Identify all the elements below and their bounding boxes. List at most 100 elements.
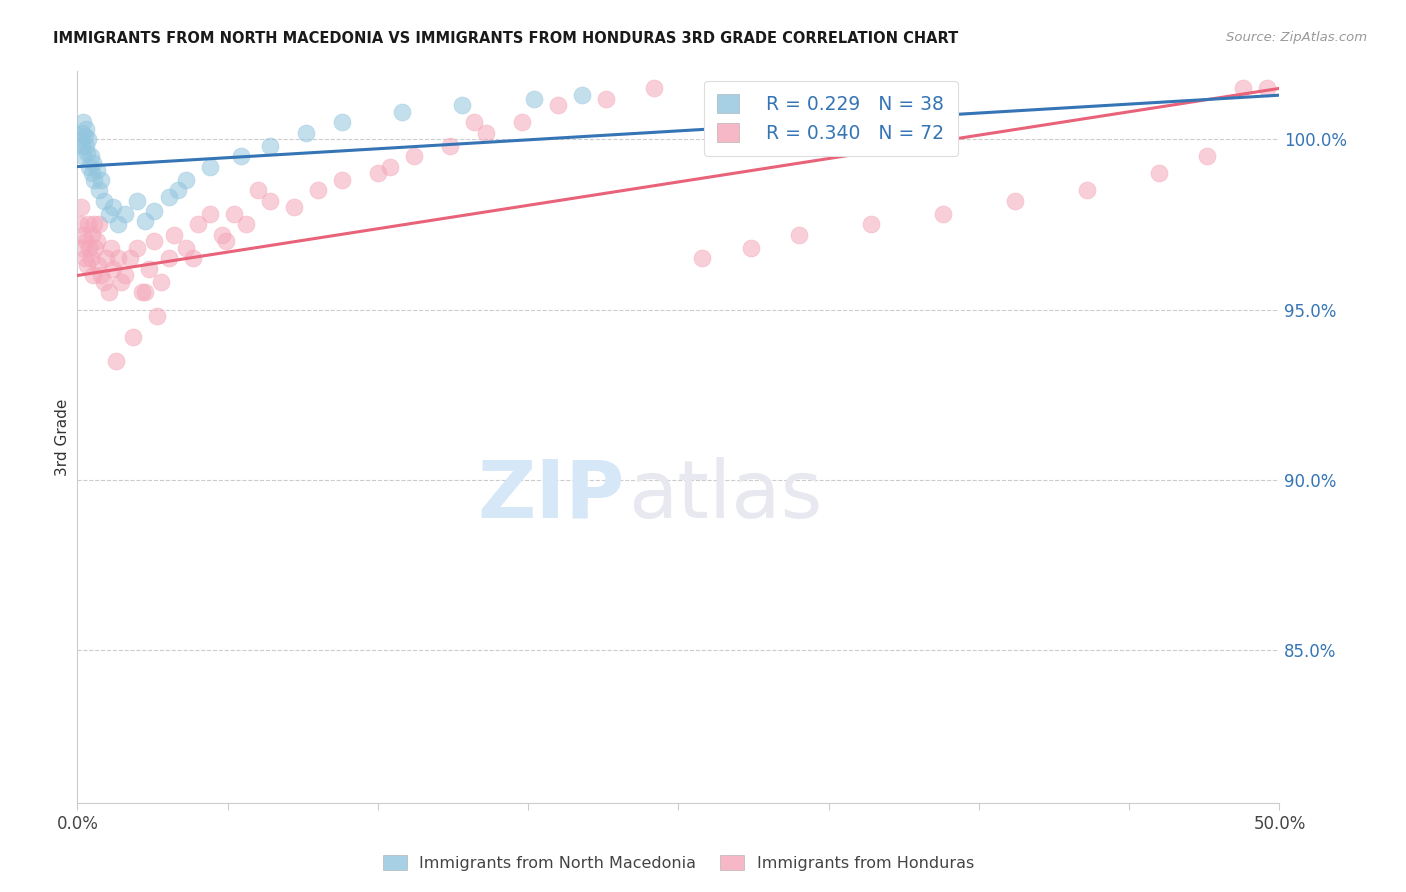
Point [110,275,132,289]
Point [131,285,153,300]
Point [198,207,221,221]
Point [378,160,401,174]
Point [643,81,665,95]
Point [145,310,167,324]
Point [70,139,93,153]
Point [93,275,115,289]
Point [143,203,166,218]
Text: ZIP: ZIP [477,457,624,534]
Point [1149,166,1171,180]
Point [103,261,125,276]
Point [76,146,98,161]
Point [114,207,136,221]
Point [229,149,252,163]
Point [294,126,316,140]
Point [211,227,233,242]
Point [121,329,143,343]
Point [100,241,122,255]
Point [307,183,329,197]
Point [72,115,94,129]
Point [475,126,498,140]
Point [330,115,353,129]
Point [1232,81,1254,95]
Point [571,88,593,103]
Point [167,183,190,197]
Point [595,92,617,106]
Point [246,183,269,197]
Point [932,207,955,221]
Point [259,139,281,153]
Point [787,227,810,242]
Point [75,139,97,153]
Point [82,268,104,283]
Point [75,235,97,249]
Point [72,227,94,242]
Text: Source: ZipAtlas.com: Source: ZipAtlas.com [1226,31,1367,45]
Point [97,285,120,300]
Point [79,252,101,266]
Point [143,235,166,249]
Point [83,173,105,187]
Y-axis label: 3rd Grade: 3rd Grade [55,399,70,475]
Point [86,163,108,178]
Point [79,149,101,163]
Point [80,227,103,242]
Point [174,241,197,255]
Point [83,218,105,232]
Point [1004,194,1026,208]
Point [96,252,118,266]
Point [73,252,96,266]
Point [93,194,115,208]
Point [510,115,533,129]
Point [391,105,413,120]
Point [104,353,127,368]
Point [76,258,98,272]
Point [134,285,156,300]
Point [107,252,129,266]
Point [235,218,257,232]
Point [150,275,173,289]
Point [215,235,238,249]
Point [84,241,107,255]
Point [439,139,461,153]
Point [222,207,245,221]
Point [77,218,100,232]
Point [82,156,104,170]
Point [1256,81,1278,95]
Point [181,252,204,266]
Point [157,252,180,266]
Legend: Immigrants from North Macedonia, Immigrants from Honduras: Immigrants from North Macedonia, Immigra… [374,847,983,879]
Text: IMMIGRANTS FROM NORTH MACEDONIA VS IMMIGRANTS FROM HONDURAS 3RD GRADE CORRELATIO: IMMIGRANTS FROM NORTH MACEDONIA VS IMMIG… [53,31,959,46]
Point [75,122,97,136]
Point [79,160,101,174]
Point [97,207,120,221]
Point [77,132,100,146]
Point [859,218,882,232]
Point [72,149,94,163]
Point [70,201,93,215]
Point [367,166,389,180]
Point [127,241,149,255]
Point [523,92,546,106]
Point [87,258,110,272]
Point [330,173,353,187]
Point [73,128,96,143]
Point [120,252,142,266]
Point [90,173,112,187]
Point [80,166,103,180]
Point [463,115,485,129]
Point [70,241,93,255]
Point [1076,183,1098,197]
Point [87,218,110,232]
Point [134,214,156,228]
Point [547,98,569,112]
Point [1197,149,1219,163]
Point [86,235,108,249]
Point [127,194,149,208]
Point [402,149,425,163]
Point [90,268,112,283]
Point [692,252,714,266]
Point [70,132,93,146]
Point [103,201,125,215]
Point [79,241,101,255]
